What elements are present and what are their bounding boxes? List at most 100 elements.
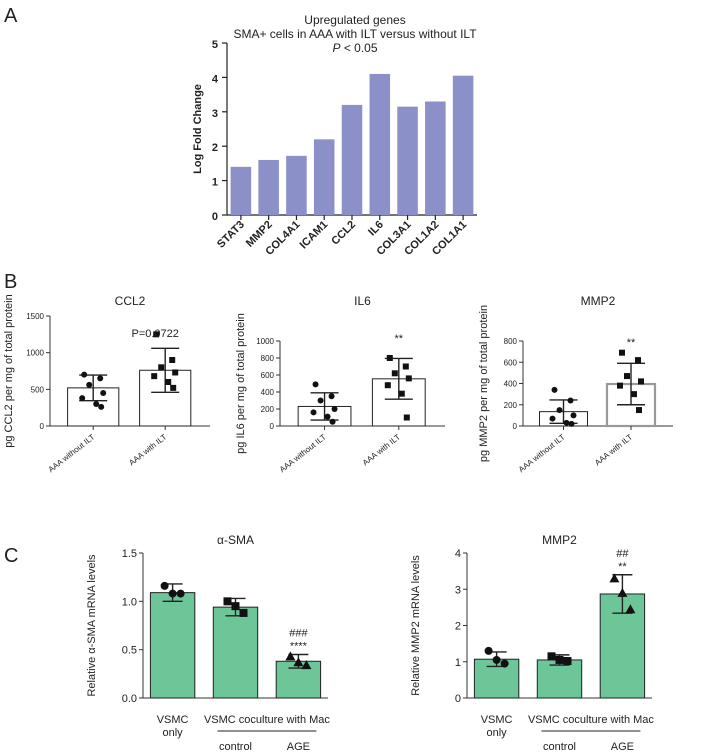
chart-b1-point [86,381,93,388]
chart-c1-bar [212,606,259,699]
chart-b2-point [391,370,398,377]
chart-c2-y-tick-label: 3 [455,584,461,596]
chart-a-bar [286,155,307,215]
chart-b2-point [384,382,391,389]
chart-b2-point [317,397,324,404]
chart-b2-y-tick-label: 400 [261,388,275,397]
chart-b2-point [324,413,331,420]
chart-a-x-tick-label: IL6 [366,219,386,239]
chart-b3-point [568,420,575,427]
chart-c2-bar [536,659,583,699]
chart-c2-label-vsmc-line1: VSMC [481,714,513,726]
chart-c1-point [239,608,248,617]
chart-b2-point [405,375,412,382]
chart-b2-y-tick-label: 600 [261,371,275,380]
chart-b3-title: MMP2 [581,294,616,308]
chart-c2-y-tick-label: 4 [455,548,461,560]
chart-b1-point [153,331,160,338]
chart-b2-point [398,390,405,397]
chart-b2-y-label: pg IL6 per mg of total protein [235,313,247,454]
chart-b1-y-tick-label: 1500 [26,312,44,321]
chart-b1-title: CCL2 [115,294,146,308]
chart-c1-label-control: control [219,741,252,753]
chart-a-annotation-p: P [332,41,340,55]
chart-b3-x-tick-label: AAA with ILT [593,432,634,467]
chart-b1-x-tick-label: AAA without ILT [47,432,97,474]
chart-c2-point [484,646,493,655]
chart-b3-point [635,357,641,364]
chart-c2-point [609,573,620,583]
chart-c1-y-tick-label: 0.5 [122,645,137,657]
chart-c1-label-coculture: VSMC coculture with Mac [204,714,330,726]
chart-c1-label-age: AGE [287,741,310,753]
chart-a-bar [258,159,279,215]
chart-a-bar [452,75,474,216]
chart-c1-point [231,602,240,611]
chart-c1-y-tick-label: 1.0 [122,596,137,608]
chart-b3-point [619,349,625,356]
chart-c1-title: α-SMA [217,533,254,547]
chart-a-bar [341,104,363,215]
chart-c1-point [285,651,296,661]
chart-b3-x-tick-label: AAA without ILT [517,432,567,474]
chart-c2-point [500,659,509,668]
chart-b2-title: IL6 [354,294,371,308]
chart-b1-point [81,371,88,378]
chart-b3-point [570,412,577,419]
chart-b3-y-tick-label: 600 [504,358,518,367]
chart-b2-point [386,355,393,361]
chart-c2-label-control: control [543,741,576,753]
chart-a-bar [313,139,335,215]
chart-b2-x-tick-label: AAA without ILT [278,432,328,474]
chart-c2-label-vsmc-line2: only [487,727,508,739]
chart-b1-point [158,364,165,371]
chart-a-x-tick-label: CCL2 [329,219,358,248]
chart-a-bar [230,166,252,215]
chart-b3-point [638,378,644,385]
chart-c1-label-vsmc-line1: VSMC [157,714,189,726]
chart-a-annotation-rest: < 0.05 [340,41,377,55]
chart-c2-label-coculture: VSMC coculture with Mac [528,714,654,726]
chart-c1-point [223,597,232,606]
chart-b1-point [165,379,172,385]
chart-b3-y-label: pg MMP2 per mg of total protein [478,305,490,462]
chart-b3-y-tick-label: 400 [504,380,518,389]
chart-a-y-tick-label: 0 [212,211,218,223]
chart-c-asma: α-SMA 0.0 0.5 1.0 1.5 Relative α-SMA mRNA lev… [86,533,330,753]
chart-c1-y-label: Relative α-SMA mRNA levels [86,554,98,697]
chart-a-subtitle: SMA+ cells in AAA with ILT versus withou… [233,27,477,41]
chart-c2-y-tick-label: 1 [455,657,461,669]
chart-c1-y-tick-label: 0.0 [122,693,137,705]
chart-b3-point [624,373,630,380]
chart-c1-point [293,657,304,667]
chart-c-mmp2: MMP2 0 1 2 3 4 Relative MMP2 mRNA levels ##** VS… [410,533,654,753]
chart-b2-point [329,418,336,425]
chart-c2-y-label: Relative MMP2 mRNA levels [410,555,422,696]
chart-c1-y-tick-label: 1.5 [122,548,137,560]
chart-b3-y-tick-label: 200 [504,401,518,410]
chart-b2-y-tick-label: 200 [261,405,275,414]
chart-b3-point [567,397,574,404]
chart-a-annotation: P < 0.05 [332,41,377,55]
chart-b1-point [97,375,104,382]
chart-b1-y-tick-label: 1000 [26,349,44,358]
chart-c1-point [176,589,185,598]
chart-c1-point [168,589,177,598]
chart-b3-y-tick-label: 800 [504,337,518,346]
chart-b1-point [79,395,86,402]
chart-c2-significance-star: ** [618,561,627,573]
chart-a-x-tick-label: STAT3 [215,219,247,251]
chart-b3-point [636,407,642,414]
chart-c1-point [160,581,169,590]
chart-b3-point [549,415,556,422]
chart-b3-y-tick-label: 0 [513,422,518,431]
chart-b1-y-tick-label: 0 [40,422,45,431]
chart-a-bar [397,106,418,215]
chart-b1-point [170,384,177,391]
chart-c1-significance-star: **** [290,641,308,653]
chart-b1-x-tick-label: AAA with ILT [127,432,168,467]
chart-c2-point [547,652,556,661]
chart-b3-point [631,391,637,398]
